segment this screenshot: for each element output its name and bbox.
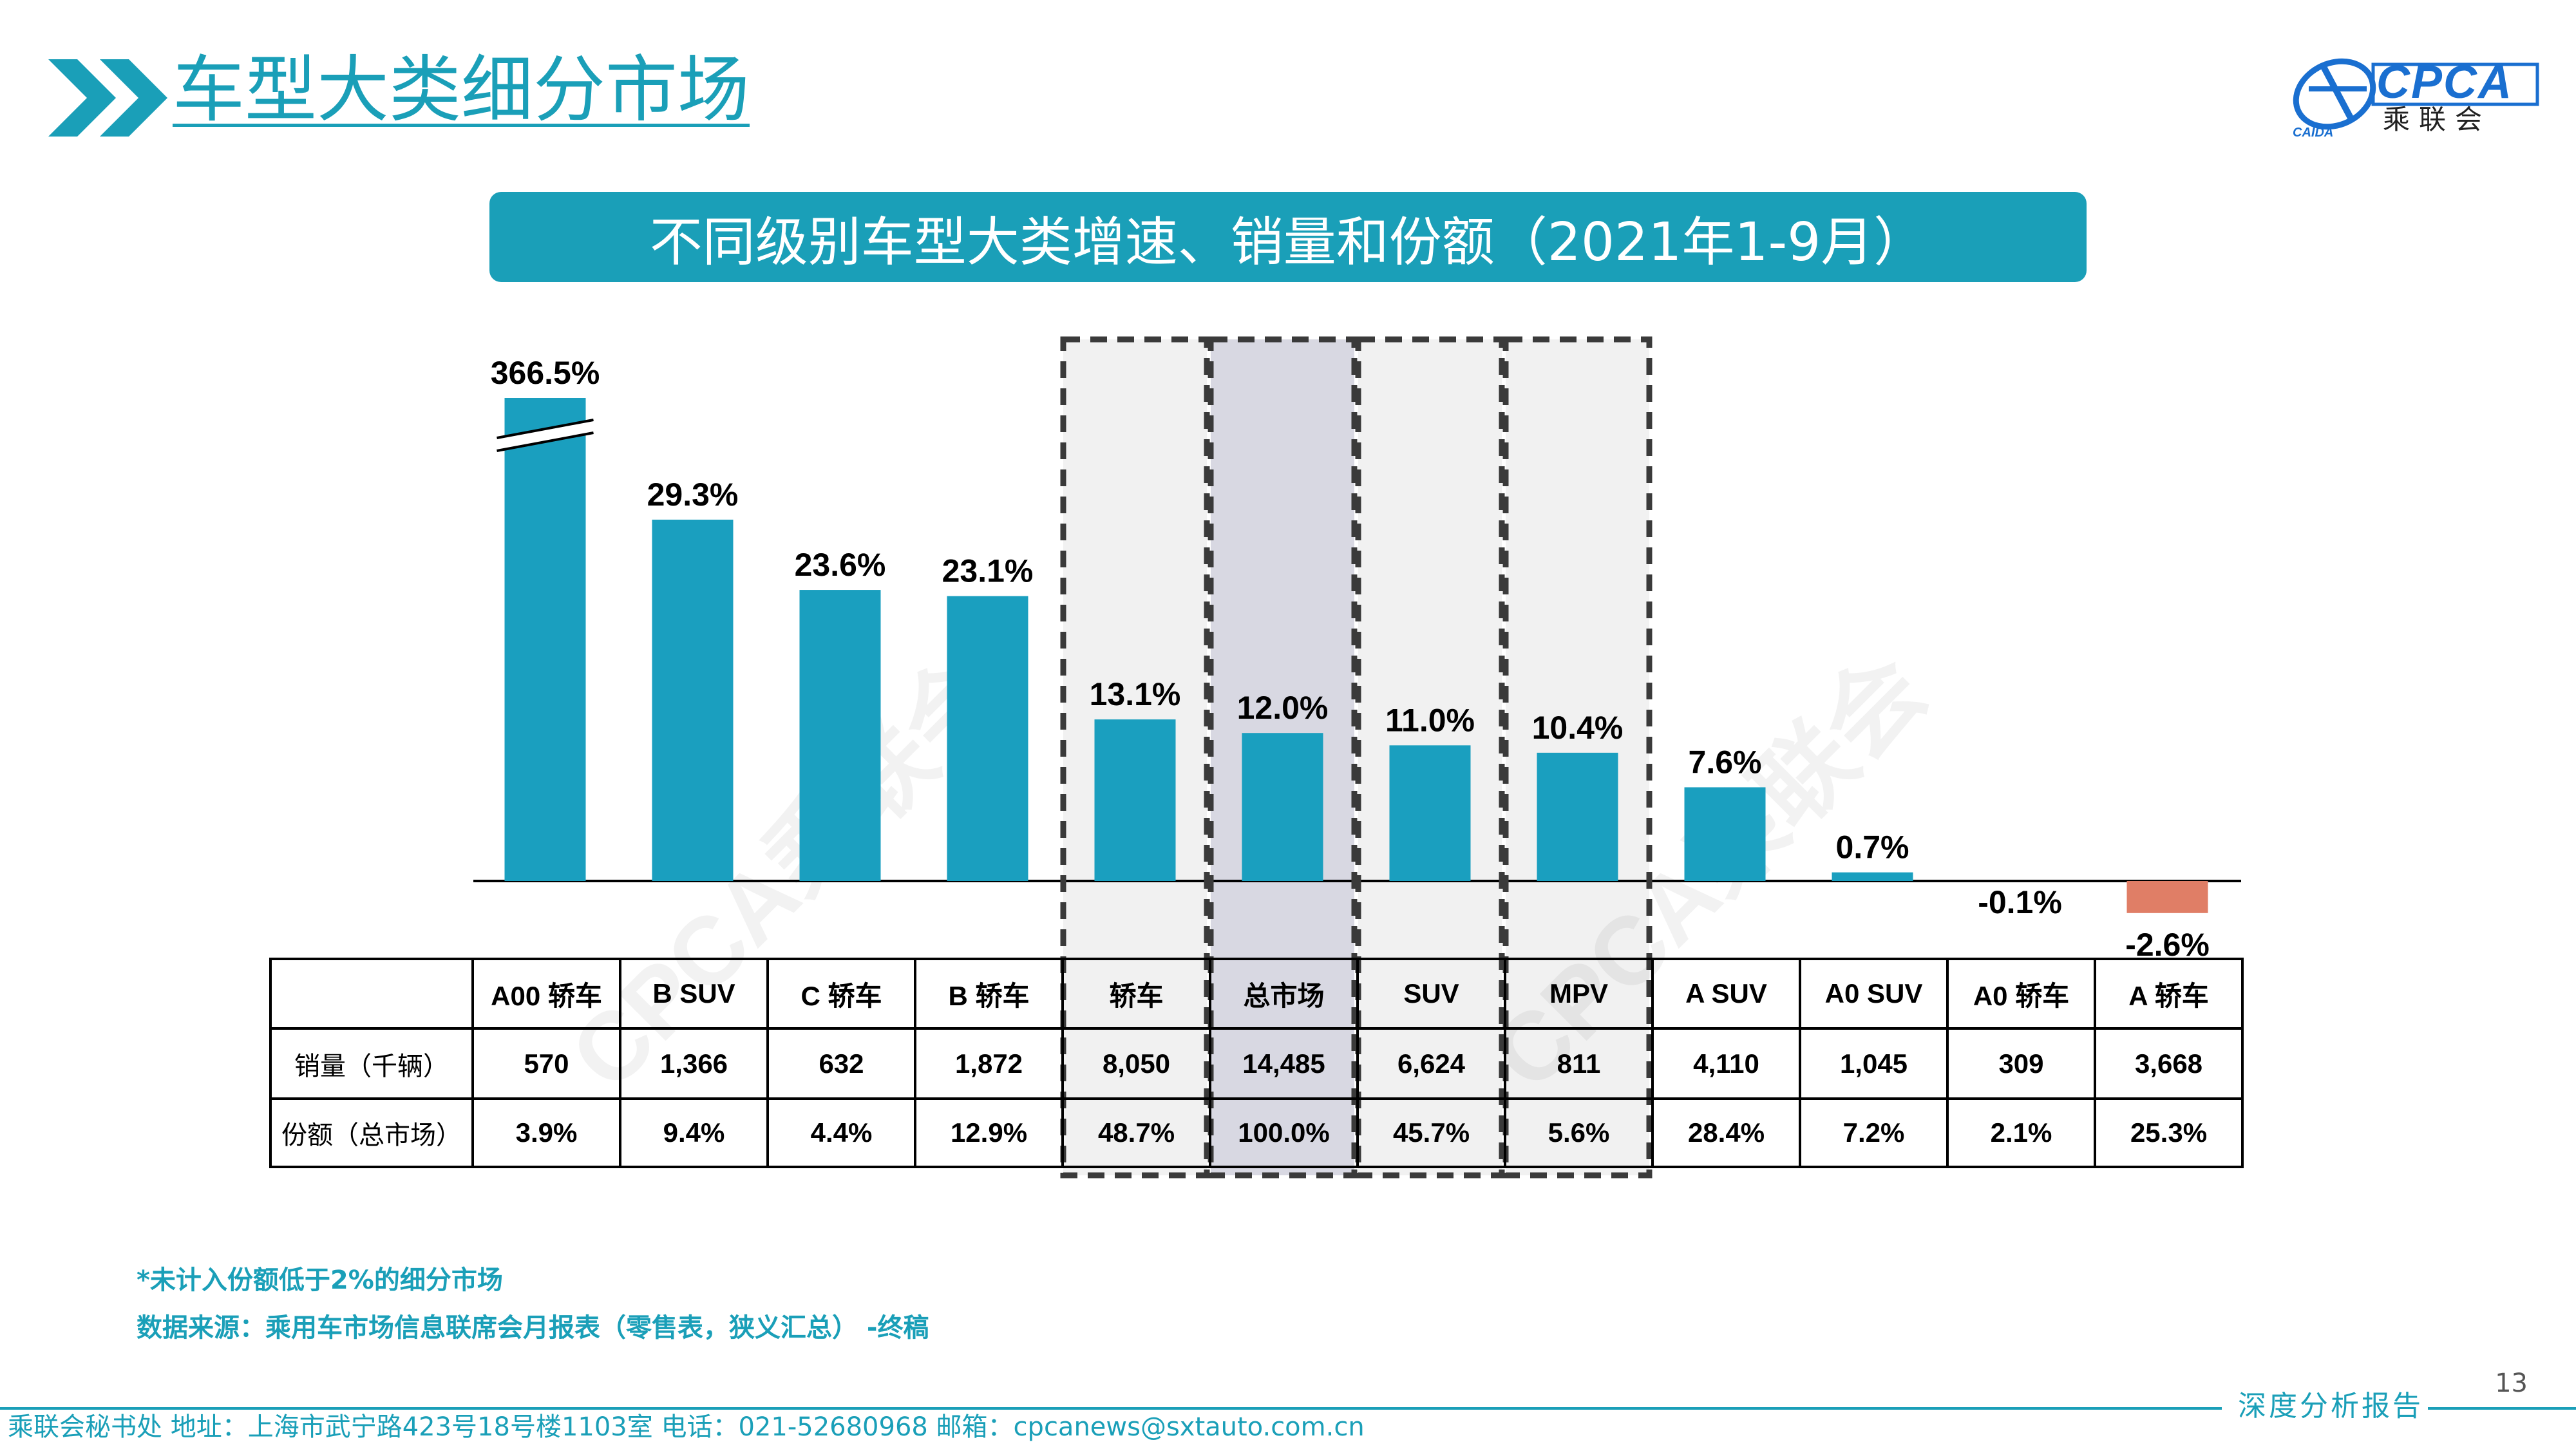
page-title: 车型大类细分市场 bbox=[173, 48, 750, 132]
page-number: 13 bbox=[2495, 1368, 2528, 1398]
bar bbox=[947, 596, 1028, 881]
table-cell: 14,485 bbox=[1209, 1027, 1359, 1100]
table-cell: 3.9% bbox=[471, 1097, 621, 1168]
bar bbox=[1537, 752, 1618, 881]
table-cell: 309 bbox=[1946, 1027, 2096, 1100]
table-cell: 48.7% bbox=[1061, 1097, 1211, 1168]
bar bbox=[1389, 745, 1471, 881]
table-cell: 12.9% bbox=[914, 1097, 1064, 1168]
bar-data-label: 11.0% bbox=[1385, 702, 1475, 738]
column-header: 总市场 bbox=[1209, 958, 1359, 1030]
logo-subtitle: 乘联会 bbox=[2383, 104, 2492, 135]
table-row: 销量（千辆） 570 1,366 632 1,872 8,050 14,485 6,624 81… bbox=[269, 1027, 2244, 1100]
column-header: 轿车 bbox=[1061, 958, 1211, 1030]
bar-data-label: 13.1% bbox=[1090, 676, 1181, 712]
footer-divider bbox=[0, 1407, 2222, 1410]
footnote-source: 数据来源：乘用车市场信息联席会月报表（零售表，狭义汇总） -终稿 bbox=[137, 1313, 929, 1343]
table-cell: 8,050 bbox=[1061, 1027, 1211, 1100]
table-cell: 5.6% bbox=[1504, 1097, 1654, 1168]
table-cell: 7.2% bbox=[1799, 1097, 1949, 1168]
column-header: B SUV bbox=[619, 958, 769, 1030]
table-cell: 811 bbox=[1504, 1027, 1654, 1100]
bar bbox=[504, 398, 586, 881]
table-cell: 570 bbox=[471, 1027, 621, 1100]
axis-break-line bbox=[497, 419, 594, 439]
column-header: C 轿车 bbox=[766, 958, 916, 1030]
chart-title: 不同级别车型大类增速、销量和份额（2021年1-9月） bbox=[649, 211, 1927, 273]
column-header: A 轿车 bbox=[2094, 958, 2244, 1030]
column-header: A00 轿车 bbox=[471, 958, 621, 1030]
column-header: A SUV bbox=[1651, 958, 1801, 1030]
logo-small-text: CAIDA bbox=[2293, 126, 2334, 140]
footer-contact: 乘联会秘书处 地址：上海市武宁路423号18号楼1103室 电话：021-526… bbox=[8, 1412, 1365, 1442]
bar-data-label: 7.6% bbox=[1689, 744, 1762, 780]
column-header: SUV bbox=[1356, 958, 1506, 1030]
row-label: 销量（千辆） bbox=[269, 1027, 474, 1100]
bar-data-label: 12.0% bbox=[1237, 690, 1329, 726]
bar bbox=[2126, 881, 2208, 913]
table-cell: 3,668 bbox=[2094, 1027, 2244, 1100]
table-row: 份额（总市场） 3.9% 9.4% 4.4% 12.9% 48.7% 100.0% 45.7%… bbox=[269, 1097, 2244, 1168]
column-header: A0 轿车 bbox=[1946, 958, 2096, 1030]
table-cell: 1,872 bbox=[914, 1027, 1064, 1100]
table-row: A00 轿车 B SUV C 轿车 B 轿车 轿车 总市场 SUV MPV A SUV A0 SU… bbox=[269, 958, 2244, 1030]
bar-data-label: 0.7% bbox=[1836, 829, 1909, 866]
row-label: 份额（总市场） bbox=[269, 1097, 474, 1168]
bar bbox=[1832, 872, 1913, 881]
table-cell: 4.4% bbox=[766, 1097, 916, 1168]
cpca-logo-icon bbox=[2293, 58, 2539, 130]
table-cell: 25.3% bbox=[2094, 1097, 2244, 1168]
bar-data-label: 366.5% bbox=[491, 355, 600, 391]
chart-title-banner: 不同级别车型大类增速、销量和份额（2021年1-9月） bbox=[489, 192, 2087, 282]
axis-break-line bbox=[497, 431, 594, 452]
bar-data-label: 10.4% bbox=[1532, 710, 1624, 746]
bar bbox=[1684, 787, 1766, 881]
footer-tag: 深度分析报告 bbox=[2238, 1390, 2423, 1423]
table-cell: 6,624 bbox=[1356, 1027, 1506, 1100]
table-cell: 28.4% bbox=[1651, 1097, 1801, 1168]
table-cell: 100.0% bbox=[1209, 1097, 1359, 1168]
bar-data-label: 23.1% bbox=[942, 553, 1034, 589]
row-label bbox=[269, 958, 474, 1030]
bar bbox=[1242, 733, 1323, 881]
footer-divider-right bbox=[2428, 1407, 2576, 1410]
bar-data-label: 29.3% bbox=[647, 477, 739, 513]
bar bbox=[799, 590, 881, 881]
bar bbox=[1094, 719, 1176, 881]
table-cell: 1,045 bbox=[1799, 1027, 1949, 1100]
bar-data-label: -0.1% bbox=[1978, 884, 2062, 920]
table-cell: 632 bbox=[766, 1027, 916, 1100]
table-cell: 4,110 bbox=[1651, 1027, 1801, 1100]
bar-data-label: 23.6% bbox=[795, 547, 886, 583]
column-header: B 轿车 bbox=[914, 958, 1064, 1030]
chevron-double-icon bbox=[48, 59, 167, 137]
table-cell: 45.7% bbox=[1356, 1097, 1506, 1168]
table-cell: 2.1% bbox=[1946, 1097, 2096, 1168]
column-header: MPV bbox=[1504, 958, 1654, 1030]
table-cell: 9.4% bbox=[619, 1097, 769, 1168]
logo-text: CPCA bbox=[2376, 57, 2514, 108]
axis-break-gap bbox=[497, 420, 594, 451]
bar bbox=[652, 519, 734, 881]
footnote-exclusion: *未计入份额低于2%的细分市场 bbox=[137, 1265, 503, 1295]
table-cell: 1,366 bbox=[619, 1027, 769, 1100]
sales-share-table: A00 轿车 B SUV C 轿车 B 轿车 轿车 总市场 SUV MPV A SUV A0 SU… bbox=[269, 958, 2244, 1168]
column-header: A0 SUV bbox=[1799, 958, 1949, 1030]
